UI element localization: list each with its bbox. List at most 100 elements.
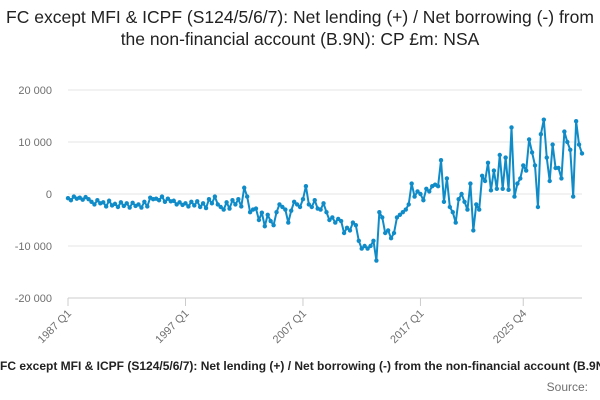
data-point[interactable]	[224, 200, 229, 205]
data-point[interactable]	[512, 194, 517, 199]
data-point[interactable]	[294, 202, 300, 207]
data-point[interactable]	[380, 215, 385, 220]
data-point[interactable]	[239, 204, 244, 209]
data-point[interactable]	[447, 204, 453, 210]
data-point[interactable]	[233, 202, 238, 207]
data-point[interactable]	[462, 199, 467, 204]
data-point[interactable]	[89, 199, 94, 204]
data-point[interactable]	[197, 204, 203, 210]
data-point[interactable]	[412, 194, 417, 199]
data-point[interactable]	[509, 125, 514, 130]
data-point[interactable]	[538, 132, 544, 137]
data-point[interactable]	[385, 228, 391, 233]
data-point[interactable]	[565, 139, 570, 145]
data-point[interactable]	[409, 181, 414, 186]
data-point[interactable]	[268, 218, 273, 224]
data-point[interactable]	[124, 201, 129, 206]
data-point[interactable]	[274, 210, 279, 215]
data-point[interactable]	[291, 199, 297, 204]
data-point[interactable]	[482, 178, 488, 184]
data-point[interactable]	[474, 202, 479, 207]
data-point[interactable]	[324, 210, 329, 215]
data-point[interactable]	[573, 119, 579, 124]
data-point[interactable]	[526, 137, 532, 142]
data-point[interactable]	[283, 207, 288, 212]
data-point[interactable]	[576, 142, 582, 147]
data-point[interactable]	[421, 198, 426, 203]
data-point[interactable]	[121, 203, 127, 209]
data-point[interactable]	[333, 220, 338, 225]
data-point[interactable]	[259, 210, 265, 215]
data-point[interactable]	[532, 163, 538, 168]
data-point[interactable]	[391, 230, 397, 236]
data-point[interactable]	[418, 191, 423, 197]
data-point[interactable]	[435, 184, 441, 189]
data-point[interactable]	[383, 230, 388, 236]
data-point[interactable]	[356, 238, 361, 243]
data-point[interactable]	[485, 160, 491, 165]
data-point[interactable]	[103, 204, 109, 209]
data-point[interactable]	[165, 196, 171, 201]
data-point[interactable]	[338, 218, 344, 224]
data-point[interactable]	[183, 201, 188, 206]
data-point[interactable]	[289, 208, 294, 213]
data-point[interactable]	[186, 204, 191, 209]
data-point[interactable]	[550, 142, 555, 147]
data-point[interactable]	[209, 201, 215, 206]
data-point[interactable]	[344, 225, 350, 230]
data-point[interactable]	[568, 147, 573, 152]
data-point[interactable]	[503, 155, 508, 160]
data-point[interactable]	[535, 204, 541, 210]
data-point[interactable]	[115, 204, 121, 210]
data-point[interactable]	[215, 202, 220, 207]
data-point[interactable]	[400, 210, 406, 215]
data-point[interactable]	[112, 201, 118, 207]
data-point[interactable]	[256, 217, 262, 223]
data-point[interactable]	[142, 199, 147, 204]
data-point[interactable]	[277, 202, 282, 207]
data-point[interactable]	[497, 152, 502, 158]
data-point[interactable]	[491, 168, 497, 173]
data-point[interactable]	[262, 224, 267, 229]
data-point[interactable]	[556, 165, 561, 171]
data-point[interactable]	[244, 194, 250, 199]
data-point[interactable]	[570, 194, 576, 199]
data-point[interactable]	[368, 243, 373, 249]
data-point[interactable]	[456, 197, 461, 202]
data-point[interactable]	[203, 205, 209, 211]
data-point[interactable]	[189, 199, 194, 204]
data-point[interactable]	[523, 168, 529, 173]
data-point[interactable]	[327, 217, 332, 223]
legend-item[interactable]: FC except MFI & ICPF (S124/5/6/7): Net l…	[0, 359, 600, 373]
data-point[interactable]	[388, 236, 394, 241]
data-point[interactable]	[341, 230, 347, 236]
data-point[interactable]	[347, 228, 353, 233]
data-point[interactable]	[145, 204, 150, 209]
data-point[interactable]	[200, 201, 206, 206]
data-point[interactable]	[371, 238, 376, 243]
data-point[interactable]	[541, 117, 547, 122]
data-point[interactable]	[280, 204, 285, 210]
data-point[interactable]	[427, 189, 432, 194]
data-point[interactable]	[318, 207, 323, 212]
data-point[interactable]	[500, 186, 505, 191]
data-point[interactable]	[506, 187, 511, 193]
data-point[interactable]	[330, 215, 335, 220]
data-point[interactable]	[312, 198, 317, 203]
data-point[interactable]	[300, 197, 306, 202]
data-point[interactable]	[212, 194, 218, 199]
data-point[interactable]	[139, 205, 144, 210]
data-point[interactable]	[159, 194, 165, 199]
data-point[interactable]	[156, 198, 162, 203]
data-point[interactable]	[450, 210, 455, 215]
data-point[interactable]	[562, 129, 567, 134]
data-point[interactable]	[271, 223, 276, 228]
data-point[interactable]	[68, 198, 74, 203]
data-point[interactable]	[488, 188, 494, 193]
data-point[interactable]	[321, 201, 326, 206]
data-point[interactable]	[515, 181, 520, 186]
data-point[interactable]	[162, 199, 168, 204]
data-point[interactable]	[468, 181, 473, 186]
data-point[interactable]	[438, 158, 444, 163]
data-point[interactable]	[444, 176, 450, 181]
